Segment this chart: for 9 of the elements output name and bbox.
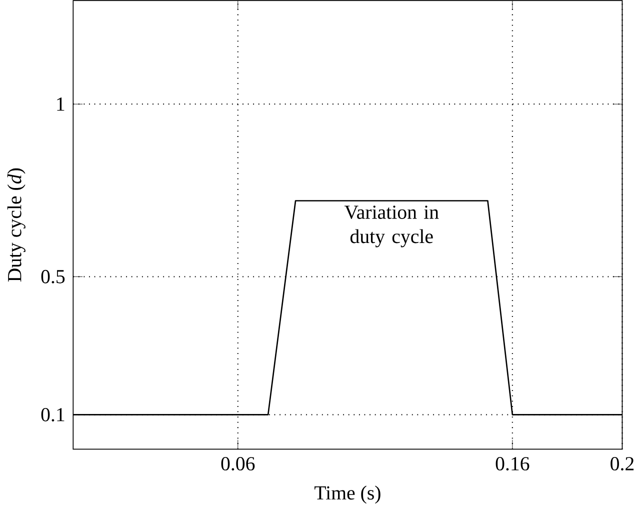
x-tick-label: 0.16	[496, 457, 530, 471]
x-axis-title: Time (s)	[314, 486, 380, 504]
y-axis-title: Duty cycle (d)	[7, 168, 26, 282]
x-tick-label: 0.06	[221, 457, 255, 471]
annotation: Variation in duty cycle	[344, 206, 439, 248]
y-tick-label: 1	[57, 98, 64, 111]
y-tick-label: 0.5	[41, 270, 65, 284]
y-tick-label: 0.1	[41, 408, 64, 422]
x-tick-label: 0.2	[610, 457, 634, 471]
